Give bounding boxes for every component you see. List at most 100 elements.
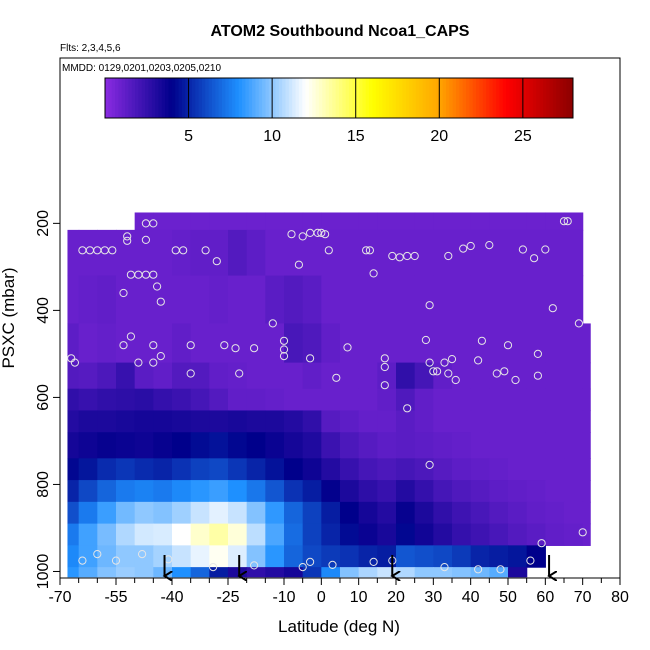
heatmap-cell [470,458,490,481]
heatmap-cell [321,362,341,390]
heatmap-cell [78,458,98,481]
observation-point [179,246,188,255]
heatmap [67,212,591,578]
colorbar-swatch [512,78,517,118]
observation-point [533,371,543,380]
heatmap-cell [340,523,360,546]
colorbar-swatch [135,78,139,118]
observation-point [440,358,449,367]
heatmap-cell [470,545,490,568]
observation-point [425,460,434,469]
heatmap-cell [302,523,322,546]
heatmap-cell [67,523,80,546]
heatmap-cell [433,212,453,231]
observation-point [526,556,535,565]
heatmap-cell [302,388,322,412]
heatmap-cell [377,480,397,503]
heatmap-cell [564,229,584,277]
heatmap-cell [209,567,229,578]
colorbar-swatch [105,78,109,118]
x-tick-label: -25 [216,589,239,606]
dates-note: MMDD: 0129,0201,0203,0205,0210 [62,63,221,74]
observation-point [209,563,218,572]
heatmap-cell [172,432,192,459]
observation-point [425,358,434,367]
colorbar-swatch [155,78,159,118]
colorbar-swatch [385,78,390,118]
heatmap-cell [302,545,322,568]
heatmap-cell [489,410,509,433]
heatmap-cell [433,229,453,277]
colorbar-swatch [459,78,464,118]
heatmap-cell [321,275,341,325]
heatmap-cell [564,480,584,503]
colorbar-swatch [278,78,283,118]
heatmap-cell [358,323,378,364]
heatmap-cell [209,388,229,412]
heatmap-cell [321,567,341,578]
observation-point [328,560,337,570]
heatmap-cell [97,432,117,459]
heatmap-cell [414,275,434,325]
observation-point [365,246,374,255]
heatmap-cell [582,480,591,503]
heatmap-cell [116,523,136,546]
heatmap-cell [284,523,304,546]
heatmap-cell [396,362,416,390]
heatmap-cell [97,480,117,503]
heatmap-cell [452,275,472,325]
heatmap-cell [396,432,416,459]
colorbar-swatch [429,78,434,118]
heatmap-cell [396,410,416,433]
heatmap-cell [302,432,322,459]
colorbar-swatch [462,78,467,118]
colorbar-swatch [265,78,270,118]
heatmap-cell [358,501,378,525]
heatmap-cell [340,212,360,231]
heatmap-cell [414,362,434,390]
heatmap-cell [526,388,546,412]
heatmap-cell [228,362,248,390]
colorbar-swatch [222,78,226,118]
heatmap-cell [470,480,490,503]
heatmap-cell [489,388,509,412]
heatmap-cell [396,501,416,525]
heatmap-cell [564,458,584,481]
observation-point [403,404,412,413]
heatmap-cell [377,362,397,390]
colorbar-tick-label: 5 [184,128,193,145]
heatmap-cell [67,275,80,325]
observation-point [343,343,352,352]
colorbar-swatch [165,78,170,118]
colorbar-swatch [482,78,487,118]
heatmap-cell [396,275,416,325]
colorbar-swatch [345,78,350,118]
observation-point [447,355,457,364]
heatmap-cell [358,523,378,546]
observation-point [533,349,543,358]
heatmap-cell [302,458,322,481]
heatmap-cell [134,323,154,364]
flights-note: Flts: 2,3,4,5,6 [60,43,121,54]
colorbar-frame [104,77,574,119]
heatmap-cell [396,323,416,364]
heatmap-cell [153,523,173,546]
heatmap-cell [78,410,98,433]
colorbar-swatch [389,78,393,118]
heatmap-cell [265,388,285,412]
heatmap-cell [246,523,266,546]
heatmap-cell [228,212,248,231]
heatmap-cell [172,545,192,568]
colorbar-swatch [472,78,477,118]
heatmap-cell [452,388,472,412]
heatmap-cell [396,458,416,481]
colorbar-swatch [151,78,156,118]
heatmap-cell [321,323,341,364]
colorbar-swatch [175,78,180,118]
heatmap-cell [470,501,490,525]
heatmap-cell [377,523,397,546]
colorbar-swatch [355,78,360,118]
observation-point [559,217,569,226]
heatmap-cell [358,362,378,390]
